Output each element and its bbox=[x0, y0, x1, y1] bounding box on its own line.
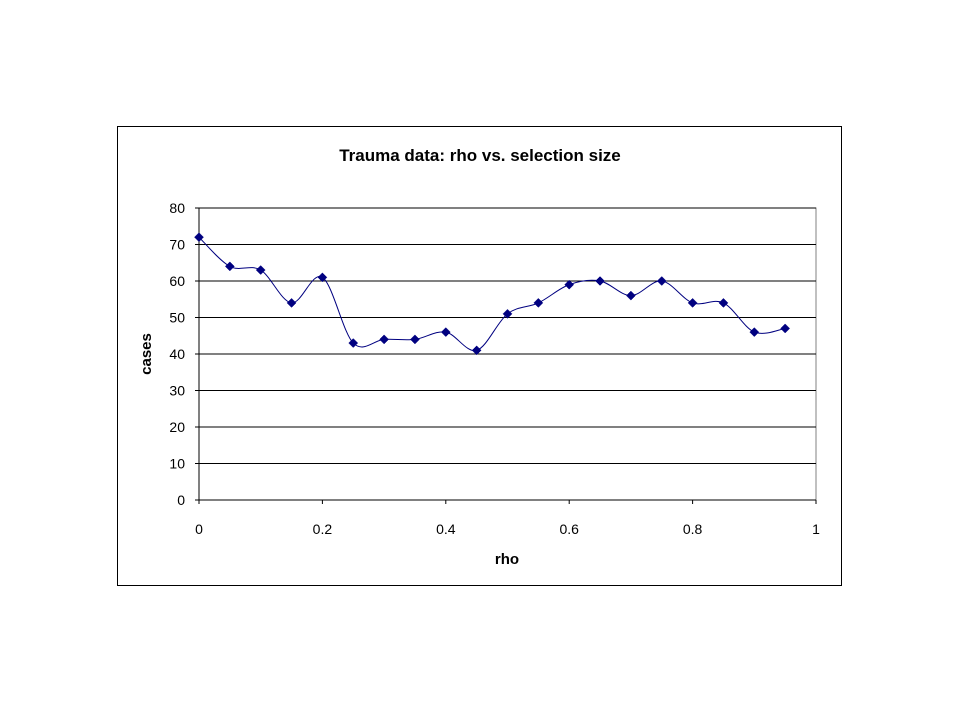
data-point-marker bbox=[410, 334, 420, 345]
data-point-marker bbox=[564, 279, 575, 290]
y-tick-label: 80 bbox=[169, 200, 185, 216]
x-tick-labels: 0 0.2 0.4 0.6 0.8 1 bbox=[195, 500, 820, 537]
y-tick-label: 30 bbox=[169, 383, 185, 399]
x-tick-label: 0.8 bbox=[683, 521, 703, 537]
y-tick-label: 60 bbox=[169, 273, 185, 289]
data-point-marker bbox=[317, 272, 328, 283]
data-point-marker bbox=[224, 261, 235, 272]
data-point-marker bbox=[780, 323, 791, 334]
x-tick-label: 0.2 bbox=[313, 521, 333, 537]
data-point-marker bbox=[687, 298, 698, 308]
data-point-marker bbox=[440, 327, 451, 337]
chart-title: Trauma data: rho vs. selection size bbox=[339, 146, 621, 165]
x-tick-label: 0.4 bbox=[436, 521, 456, 537]
data-point-marker bbox=[718, 298, 729, 308]
y-tick-label: 50 bbox=[169, 310, 185, 326]
x-tick-label: 0 bbox=[195, 521, 203, 537]
x-tick-label: 1 bbox=[812, 521, 820, 537]
y-tick-label: 70 bbox=[169, 237, 185, 253]
data-point-marker bbox=[194, 232, 204, 243]
x-tick-label: 0.6 bbox=[559, 521, 579, 537]
data-point-marker bbox=[595, 276, 605, 286]
data-point-marker bbox=[348, 338, 359, 348]
y-tick-label: 10 bbox=[169, 456, 185, 472]
data-point-marker bbox=[255, 265, 266, 275]
data-point-marker bbox=[533, 298, 544, 308]
data-point-marker bbox=[471, 345, 482, 356]
data-point-marker bbox=[286, 298, 297, 308]
x-axis-title: rho bbox=[495, 551, 519, 568]
y-axis-title: cases bbox=[138, 333, 155, 375]
y-tick-label: 20 bbox=[169, 419, 185, 435]
data-point-marker bbox=[626, 290, 636, 301]
data-point-marker bbox=[502, 308, 513, 319]
data-point-marker bbox=[656, 276, 667, 286]
series-layer bbox=[194, 232, 791, 356]
y-tick-label: 0 bbox=[177, 492, 185, 508]
data-point-marker bbox=[749, 327, 760, 337]
data-point-marker bbox=[379, 334, 389, 345]
y-tick-label: 40 bbox=[169, 346, 185, 362]
y-tick-labels: 0 10 20 30 40 50 60 70 80 bbox=[169, 200, 199, 508]
